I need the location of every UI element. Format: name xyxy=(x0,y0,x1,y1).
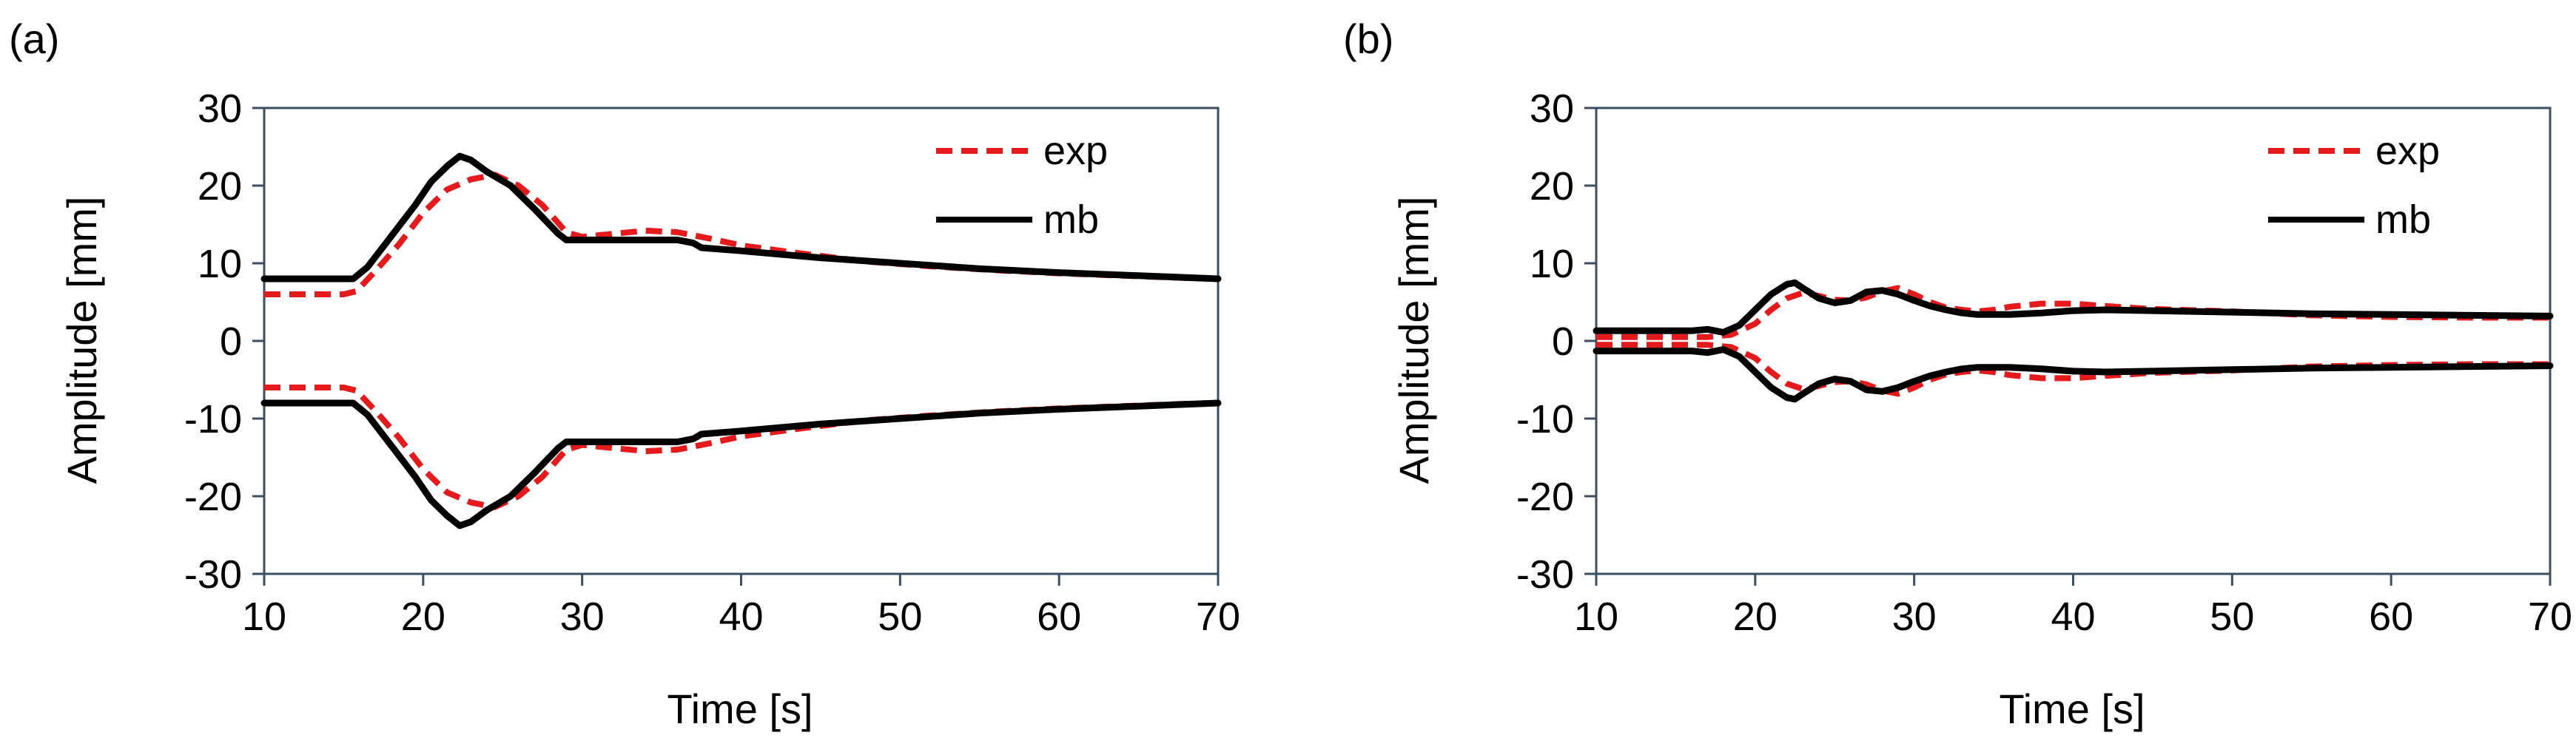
x-tick-label: 70 xyxy=(2528,595,2572,639)
series-mb-upper-line xyxy=(260,152,1222,282)
y-tick-label: -30 xyxy=(184,552,242,597)
x-tick-label: 30 xyxy=(560,595,605,639)
y-tick-label: -30 xyxy=(1516,552,1574,597)
panel-a: (a) Amplitude [mm] Time [s] -30 -20 -10 0 10… xyxy=(9,16,1240,732)
y-axis-title: Amplitude [mm] xyxy=(58,197,105,484)
x-tick-label: 70 xyxy=(1196,595,1240,639)
x-tick-label: 40 xyxy=(719,595,763,639)
legend-label-mb: mb xyxy=(1043,197,1099,242)
x-tick-label: 20 xyxy=(401,595,445,639)
y-tick-label: 20 xyxy=(198,164,242,209)
y-tick-label: 0 xyxy=(1552,319,1574,364)
x-tick-label: 40 xyxy=(2051,595,2095,639)
x-tick-label: 60 xyxy=(2369,595,2413,639)
plot-area: -30 -20 -10 0 10 20 30 10 20 30 40 50 60 70 xyxy=(1516,87,2572,639)
y-tick-label: -10 xyxy=(1516,397,1574,441)
panel-label: (b) xyxy=(1343,16,1393,62)
y-axis-title: Amplitude [mm] xyxy=(1390,197,1437,484)
legend-label-exp: exp xyxy=(1043,129,1108,173)
x-tick-label: 20 xyxy=(1733,595,1778,639)
x-tick-label: 60 xyxy=(1037,595,1081,639)
y-tick-label: 0 xyxy=(220,319,242,364)
y-tick-label: 10 xyxy=(1530,242,1574,286)
legend: exp mb xyxy=(936,129,1108,242)
y-tick-label: 30 xyxy=(198,87,242,131)
plot-area: -30 -20 -10 0 10 20 30 10 20 30 40 50 60 70 xyxy=(184,87,1240,639)
panel-b: (b) Amplitude [mm] Time [s] -30 -20 -10 0 10… xyxy=(1343,16,2572,732)
x-axis-title: Time [s] xyxy=(1999,686,2145,732)
series-mb-upper-line xyxy=(1593,279,2554,336)
plot-frame xyxy=(1595,106,2552,575)
plot-frame xyxy=(263,106,1220,575)
x-axis-title: Time [s] xyxy=(667,686,813,732)
legend-label-mb: mb xyxy=(2375,197,2431,242)
x-tick-label: 10 xyxy=(242,595,286,639)
x-tick-label: 50 xyxy=(2210,595,2254,639)
y-tick-label: 10 xyxy=(198,242,242,286)
y-tick-label: 20 xyxy=(1530,164,1574,209)
y-tick-label: 30 xyxy=(1530,87,1574,131)
y-tick-label: -10 xyxy=(184,397,242,441)
series-mb-lower-line xyxy=(260,399,1222,529)
x-tick-label: 30 xyxy=(1892,595,1937,639)
y-tick-label: -20 xyxy=(1516,475,1574,519)
series-mb-lower-line xyxy=(1593,346,2554,403)
x-tick-label: 10 xyxy=(1574,595,1618,639)
x-tick-label: 50 xyxy=(878,595,922,639)
legend: exp mb xyxy=(2268,129,2440,242)
panel-label: (a) xyxy=(9,16,59,62)
y-tick-label: -20 xyxy=(184,475,242,519)
legend-label-exp: exp xyxy=(2375,129,2440,173)
